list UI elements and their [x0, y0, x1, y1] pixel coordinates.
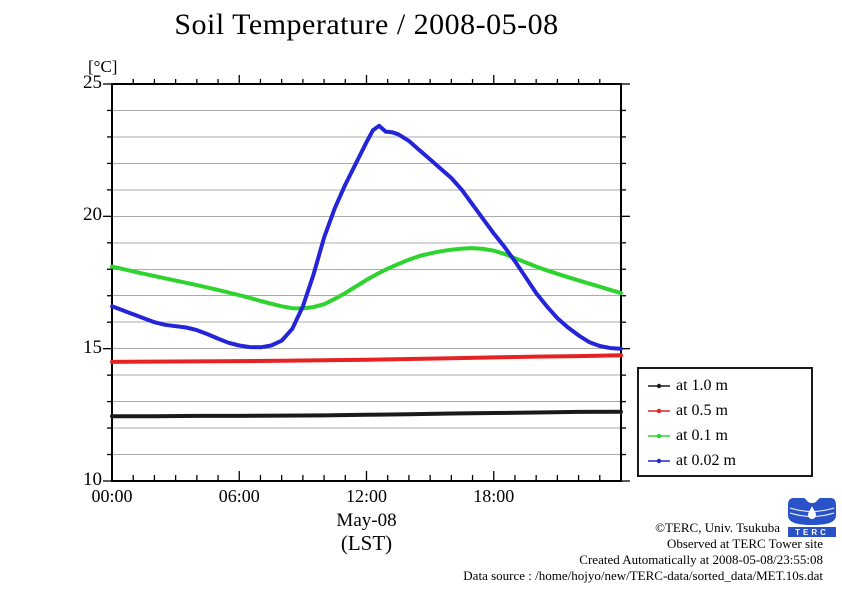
series-line-at-0-5-m [110, 353, 623, 364]
x-tick-label: 06:00 [218, 486, 260, 506]
x-tick-label: 12:00 [345, 486, 387, 506]
y-tick-label: 25 [83, 72, 102, 93]
footer-created: Created Automatically at 2008-05-08/23:5… [579, 552, 823, 567]
legend-marker-icon [648, 458, 670, 463]
x-tick-label: 00:00 [91, 486, 133, 506]
legend-item-label: at 1.0 m [676, 376, 728, 394]
legend-item-label: at 0.02 m [676, 451, 736, 469]
legend-item: at 0.1 m [639, 423, 811, 448]
terc-logo: TERC [788, 498, 836, 537]
legend-box: at 1.0 m at 0.5 m at 0.1 m at 0.02 m [637, 367, 813, 477]
y-tick-label: 10 [83, 469, 102, 490]
y-tick-label: 20 [83, 204, 102, 226]
svg-text:TERC: TERC [795, 528, 829, 537]
y-tick-label: 15 [83, 336, 102, 358]
legend-marker-icon [648, 433, 670, 438]
legend-item: at 1.0 m [639, 373, 811, 398]
x-tick-label: 18:00 [473, 486, 515, 506]
footer-observed: Observed at TERC Tower site [666, 536, 823, 551]
x-axis-date-label: May-08 [336, 510, 397, 531]
legend-item: at 0.5 m [639, 398, 811, 423]
legend-item: at 0.02 m [639, 448, 811, 473]
series-line-at-1-0-m [110, 409, 623, 419]
legend-item-label: at 0.5 m [676, 401, 728, 419]
legend-item-label: at 0.1 m [676, 426, 728, 444]
footer-copyright: ©TERC, Univ. Tsukuba [655, 520, 780, 535]
y-axis-unit-label: [°C] [88, 57, 118, 76]
footer-data-source: Data source : /home/hojyo/new/TERC-data/… [463, 568, 823, 583]
series-line-at-0-1-m [110, 246, 623, 311]
series-line-at-0-02-m [110, 123, 623, 351]
chart-title: Soil Temperature / 2008-05-08 [174, 8, 559, 41]
legend-marker-icon [648, 383, 670, 388]
legend-marker-icon [648, 408, 670, 413]
x-axis-timezone-label: (LST) [340, 531, 393, 555]
